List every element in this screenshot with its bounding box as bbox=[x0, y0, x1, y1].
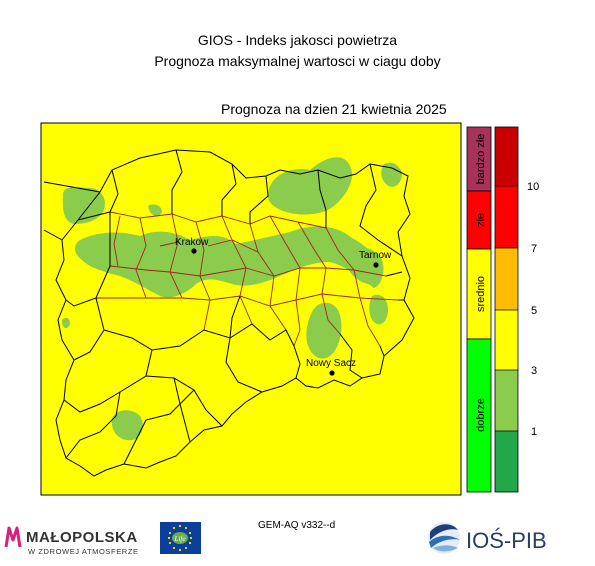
city-markers: Krakow Tarnow Nowy Sacz bbox=[175, 237, 392, 376]
good-zone bbox=[74, 226, 383, 298]
category-bad bbox=[466, 190, 492, 250]
ios-pib-logo: IOŚ-PIB bbox=[428, 522, 547, 554]
colorbar-tick: 7 bbox=[531, 243, 537, 255]
region-borders bbox=[43, 149, 415, 477]
category-very-bad bbox=[466, 126, 492, 192]
city-marker-tarnow bbox=[373, 262, 379, 268]
model-version: GEM-AQ v332--d bbox=[258, 520, 336, 531]
eu-life-logo-text: Life bbox=[174, 535, 186, 543]
malopolska-logo: MAŁOPOLSKA W ZDROWEJ ATMOSFERZE bbox=[4, 526, 139, 556]
good-zone bbox=[369, 294, 388, 325]
city-label-tarnow: Tarnow bbox=[359, 250, 392, 261]
colorbar-step bbox=[495, 370, 518, 431]
category-label-very-bad: bardzo złe bbox=[475, 134, 487, 185]
page-subtitle: Prognoza maksymalnej wartosci w ciagu do… bbox=[154, 53, 441, 69]
category-moderate bbox=[466, 248, 492, 340]
malopolska-logo-subtext: W ZDROWEJ ATMOSFERZE bbox=[28, 547, 139, 556]
malopolska-mark-icon bbox=[4, 526, 22, 548]
city-marker-krakow bbox=[191, 248, 197, 254]
page-title: GIOS - Indeks jakosci powietrza bbox=[197, 32, 398, 48]
ios-pib-logo-text: IOŚ-PIB bbox=[466, 528, 547, 553]
category-legend: bardzo złe złe srednio dobrze bbox=[466, 126, 492, 493]
colorbar-tick: 1 bbox=[531, 426, 537, 438]
category-label-good: dobrze bbox=[475, 398, 487, 432]
colorbar-step bbox=[495, 248, 518, 310]
colorbar-tick: 5 bbox=[531, 305, 537, 317]
category-label-bad: złe bbox=[475, 213, 487, 227]
colorbar-step bbox=[495, 186, 518, 248]
city-label-krakow: Krakow bbox=[175, 237, 209, 248]
good-zone bbox=[62, 317, 70, 329]
colorbar: 10 7 5 3 1 bbox=[494, 126, 539, 493]
colorbar-frame bbox=[494, 126, 519, 493]
good-zone bbox=[306, 302, 342, 359]
eu-life-logo: Life bbox=[160, 522, 201, 554]
good-zone bbox=[111, 410, 143, 441]
good-zone bbox=[62, 186, 106, 224]
forecast-date: Prognoza na dzien 21 kwietnia 2025 bbox=[221, 101, 447, 117]
colorbar-step bbox=[495, 127, 518, 186]
good-zone bbox=[381, 162, 402, 187]
city-marker-nowy-sacz bbox=[329, 370, 335, 376]
colorbar-tick: 3 bbox=[531, 365, 537, 377]
colorbar-tick: 10 bbox=[527, 181, 539, 193]
city-label-nowy-sacz: Nowy Sacz bbox=[306, 358, 356, 369]
colorbar-step bbox=[495, 310, 518, 370]
category-label-moderate: srednio bbox=[475, 276, 487, 312]
malopolska-logo-text: MAŁOPOLSKA bbox=[26, 529, 138, 546]
colorbar-step bbox=[495, 431, 518, 492]
good-zone bbox=[148, 204, 162, 216]
category-good bbox=[466, 338, 492, 493]
